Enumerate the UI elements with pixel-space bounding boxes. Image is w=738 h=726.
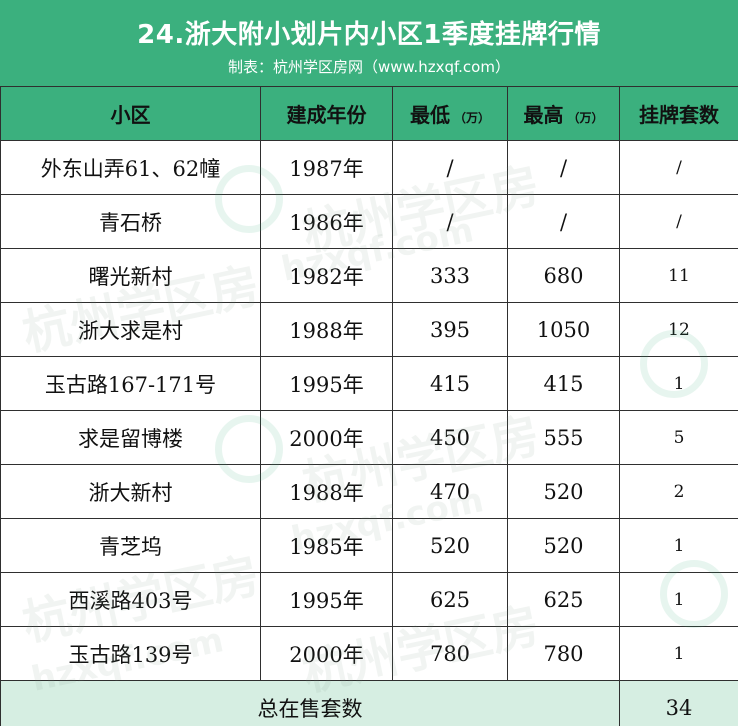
cell-listing-count: /: [619, 140, 738, 195]
cell-community: 求是留博楼: [0, 410, 261, 465]
listing-table: 小区 建成年份 最低 （万） 最高 （万） 挂牌套数 外东山弄61、62幢 1987…: [0, 86, 738, 726]
cell-max-price: 415: [507, 356, 620, 411]
cell-min-price: 625: [392, 572, 508, 627]
cell-built-year: 1987年: [260, 140, 393, 195]
cell-max-price: 520: [507, 518, 620, 573]
unit-label: （万）: [567, 111, 604, 125]
cell-built-year: 1985年: [260, 518, 393, 573]
cell-max-price: 625: [507, 572, 620, 627]
cell-listing-count: 5: [619, 410, 738, 465]
cell-built-year: 1982年: [260, 248, 393, 303]
cell-min-price: /: [392, 194, 508, 249]
cell-listing-count: 1: [619, 572, 738, 627]
col-header-max-price: 最高 （万）: [507, 86, 620, 141]
cell-built-year: 1988年: [260, 464, 393, 519]
cell-community: 玉古路167-171号: [0, 356, 261, 411]
cell-max-price: 780: [507, 626, 620, 681]
table-row: 浙大新村 1988年 470 520 2: [0, 464, 738, 519]
total-label: 总在售套数: [0, 680, 620, 726]
cell-community: 外东山弄61、62幢: [0, 140, 261, 195]
cell-built-year: 2000年: [260, 626, 393, 681]
cell-min-price: 333: [392, 248, 508, 303]
cell-listing-count: /: [619, 194, 738, 249]
total-row: 总在售套数 34: [0, 680, 738, 726]
cell-min-price: 520: [392, 518, 508, 573]
cell-community: 青石桥: [0, 194, 261, 249]
cell-community: 浙大新村: [0, 464, 261, 519]
col-header-community: 小区: [0, 86, 261, 141]
cell-built-year: 1995年: [260, 356, 393, 411]
unit-label: （万）: [453, 111, 490, 125]
col-header-built-year: 建成年份: [260, 86, 393, 141]
cell-listing-count: 1: [619, 518, 738, 573]
cell-listing-count: 12: [619, 302, 738, 357]
cell-min-price: 780: [392, 626, 508, 681]
title-banner: 24.浙大附小划片内小区1季度挂牌行情 制表：杭州学区房网（www.hzxqf.…: [0, 0, 738, 86]
cell-max-price: 1050: [507, 302, 620, 357]
cell-listing-count: 11: [619, 248, 738, 303]
cell-max-price: 520: [507, 464, 620, 519]
cell-listing-count: 1: [619, 356, 738, 411]
cell-min-price: 470: [392, 464, 508, 519]
page-subtitle: 制表：杭州学区房网（www.hzxqf.com）: [228, 58, 510, 76]
cell-min-price: 395: [392, 302, 508, 357]
page-title: 24.浙大附小划片内小区1季度挂牌行情: [137, 20, 601, 50]
cell-min-price: 450: [392, 410, 508, 465]
cell-min-price: 415: [392, 356, 508, 411]
table-row: 浙大求是村 1988年 395 1050 12: [0, 302, 738, 357]
table-header-row: 小区 建成年份 最低 （万） 最高 （万） 挂牌套数: [0, 86, 738, 141]
cell-community: 玉古路139号: [0, 626, 261, 681]
table-row: 西溪路403号 1995年 625 625 1: [0, 572, 738, 627]
table-row: 玉古路139号 2000年 780 780 1: [0, 626, 738, 681]
cell-built-year: 1995年: [260, 572, 393, 627]
col-header-min-price: 最低 （万）: [392, 86, 508, 141]
table-row: 曙光新村 1982年 333 680 11: [0, 248, 738, 303]
cell-built-year: 1988年: [260, 302, 393, 357]
cell-built-year: 2000年: [260, 410, 393, 465]
cell-community: 青芝坞: [0, 518, 261, 573]
cell-community: 曙光新村: [0, 248, 261, 303]
cell-listing-count: 2: [619, 464, 738, 519]
col-header-listing-count: 挂牌套数: [619, 86, 738, 141]
cell-listing-count: 1: [619, 626, 738, 681]
table-row: 青石桥 1986年 / / /: [0, 194, 738, 249]
table-row: 求是留博楼 2000年 450 555 5: [0, 410, 738, 465]
cell-max-price: /: [507, 194, 620, 249]
table-row: 玉古路167-171号 1995年 415 415 1: [0, 356, 738, 411]
total-value: 34: [619, 680, 738, 726]
cell-max-price: 680: [507, 248, 620, 303]
cell-max-price: 555: [507, 410, 620, 465]
cell-max-price: /: [507, 140, 620, 195]
table-row: 青芝坞 1985年 520 520 1: [0, 518, 738, 573]
table-row: 外东山弄61、62幢 1987年 / / /: [0, 140, 738, 195]
cell-min-price: /: [392, 140, 508, 195]
cell-community: 浙大求是村: [0, 302, 261, 357]
cell-built-year: 1986年: [260, 194, 393, 249]
cell-community: 西溪路403号: [0, 572, 261, 627]
